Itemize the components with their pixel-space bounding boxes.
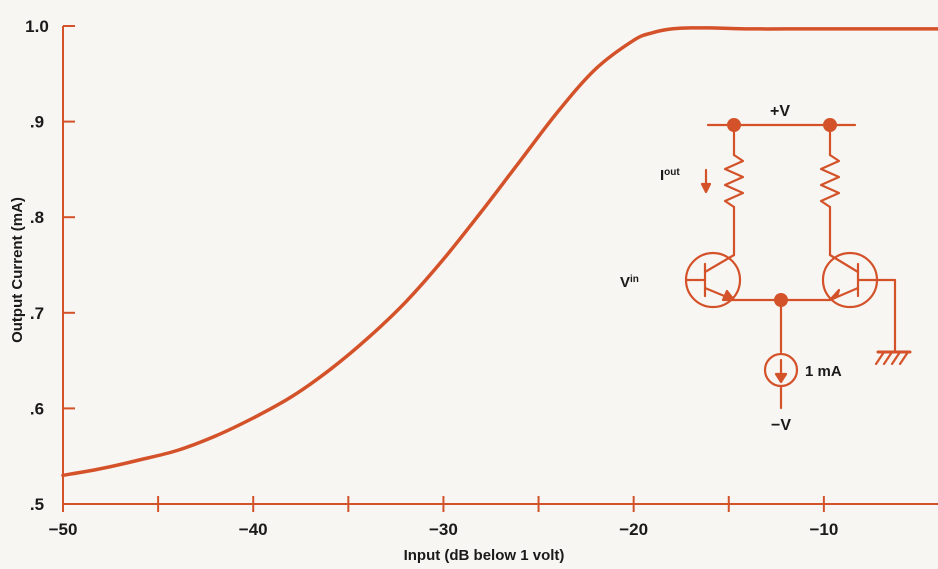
current-source-label: 1 mA [805, 363, 842, 380]
series-line-output-current [61, 26, 938, 478]
y-tick-label: .7 [30, 304, 44, 323]
current-source [763, 352, 799, 388]
ground-icon [874, 350, 912, 366]
series-group [61, 26, 938, 478]
tick-marks [62, 25, 825, 512]
supply-neg-label: −V [771, 417, 791, 434]
y-tick-label: .9 [30, 113, 44, 132]
y-tick-label: .6 [30, 399, 44, 418]
tick-labels: .5 .6 .7 .8 .9 1.0 −50 −40 −30 −20 −10 [25, 17, 838, 539]
inset-circuit-diagram [684, 118, 912, 410]
x-tick-label: −50 [49, 520, 78, 539]
right-transistor [821, 251, 897, 309]
output-current-label: Iout [660, 167, 680, 184]
y-axis-title: Output Current (mA) [9, 197, 26, 343]
y-tick-label: .5 [30, 495, 44, 514]
input-voltage-label: Vin [620, 274, 639, 291]
left-resistor [723, 153, 745, 209]
axes [62, 26, 938, 505]
right-resistor [819, 153, 841, 209]
x-axis-title: Input (dB below 1 volt) [404, 547, 565, 564]
x-tick-label: −10 [809, 520, 838, 539]
left-transistor [684, 251, 742, 309]
x-tick-label: −40 [239, 520, 268, 539]
x-tick-label: −30 [429, 520, 458, 539]
supply-pos-label: +V [770, 103, 790, 120]
x-tick-label: −20 [619, 520, 648, 539]
y-tick-label: 1.0 [25, 17, 49, 36]
output-current-arrow [700, 168, 712, 194]
y-tick-label: .8 [30, 208, 44, 227]
